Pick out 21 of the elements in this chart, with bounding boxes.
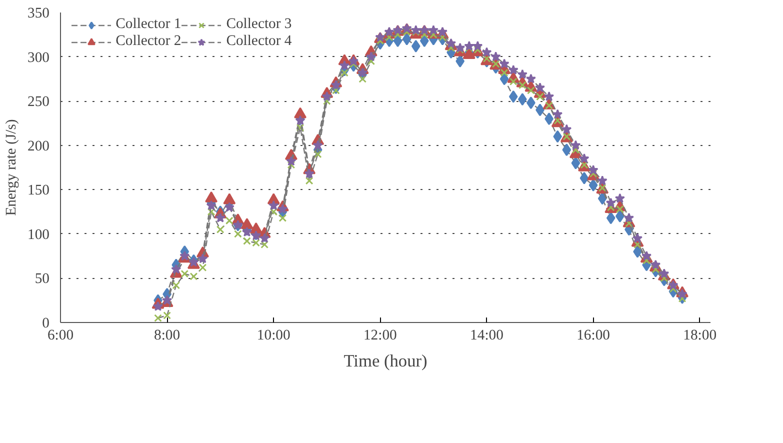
y-tick-label: 100	[28, 226, 50, 243]
legend-label: Collector 2	[116, 33, 182, 50]
x-tick-label: 16:00	[576, 328, 610, 344]
x-tick-label: 18:00	[683, 328, 717, 344]
y-tick-label: 300	[28, 50, 50, 66]
legend-label: Collector 4	[226, 33, 292, 50]
x-tick-label: 12:00	[363, 328, 397, 344]
y-tick-label: 50	[34, 271, 50, 288]
y-axis-title: Energy rate (J/s)	[4, 119, 20, 216]
x-tick-label: 8:00	[154, 328, 180, 344]
x-axis-title: Time (hour)	[344, 352, 428, 370]
x-tick-label: 14:00	[470, 328, 504, 344]
y-tick-label: 350	[28, 6, 50, 22]
y-tick-label: 200	[28, 138, 50, 154]
legend-label: Collector 3	[226, 16, 292, 33]
x-tick-label: 10:00	[256, 328, 290, 344]
y-tick-label: 150	[28, 182, 50, 199]
y-tick-label: 250	[28, 94, 50, 110]
legend-label: Collector 1	[116, 16, 182, 33]
x-tick-label: 6:00	[47, 328, 74, 344]
y-tick-label: 0	[42, 316, 50, 332]
